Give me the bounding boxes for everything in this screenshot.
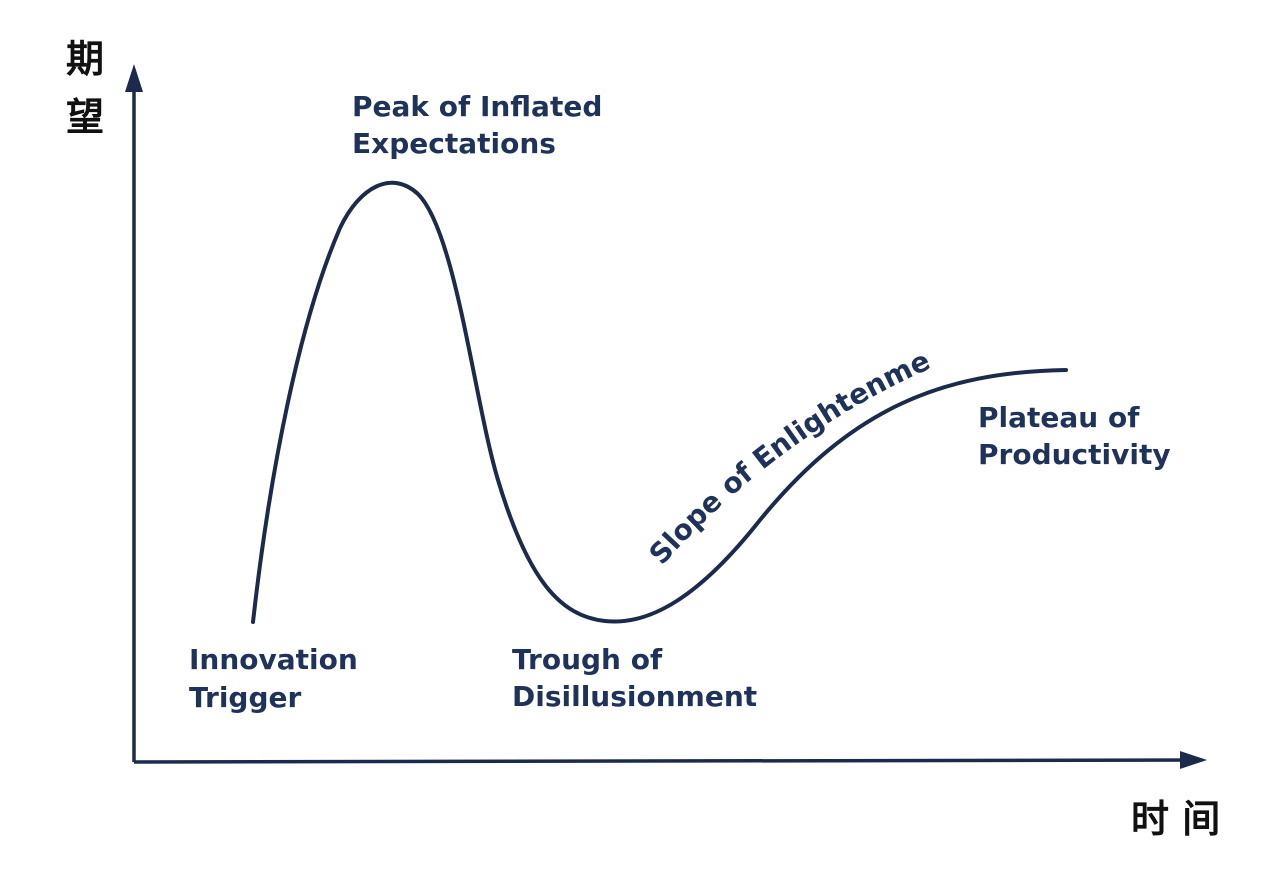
trough-label-line-1: Trough of (512, 643, 663, 676)
peak-label-line-2: Expectations (352, 127, 556, 160)
y-axis-label-char-2: 望 (66, 95, 104, 139)
trough-label-line-2: Disillusionment (512, 680, 757, 713)
innovation-trigger-label: Innovation Trigger (189, 643, 368, 714)
innovation-trigger-label-line-1: Innovation (189, 643, 358, 676)
y-axis-label-char-1: 期 (66, 37, 104, 81)
x-axis-arrow (1180, 751, 1207, 769)
plateau-label-line-2: Productivity (978, 438, 1171, 471)
y-axis-label: 期 望 (66, 37, 117, 139)
peak-label: Peak of Inflated Expectations (352, 90, 612, 160)
hype-curve (251, 181, 1068, 624)
x-axis-line (133, 758, 1193, 764)
y-axis-arrow (125, 64, 143, 92)
trough-label: Trough of Disillusionment (512, 643, 757, 713)
plateau-label-line-1: Plateau of (978, 401, 1140, 434)
peak-label-line-1: Peak of Inflated (352, 90, 602, 123)
innovation-trigger-label-line-2: Trigger (189, 681, 302, 714)
plateau-label: Plateau of Productivity (978, 401, 1171, 471)
x-axis-label: 时 间 (1131, 797, 1220, 841)
